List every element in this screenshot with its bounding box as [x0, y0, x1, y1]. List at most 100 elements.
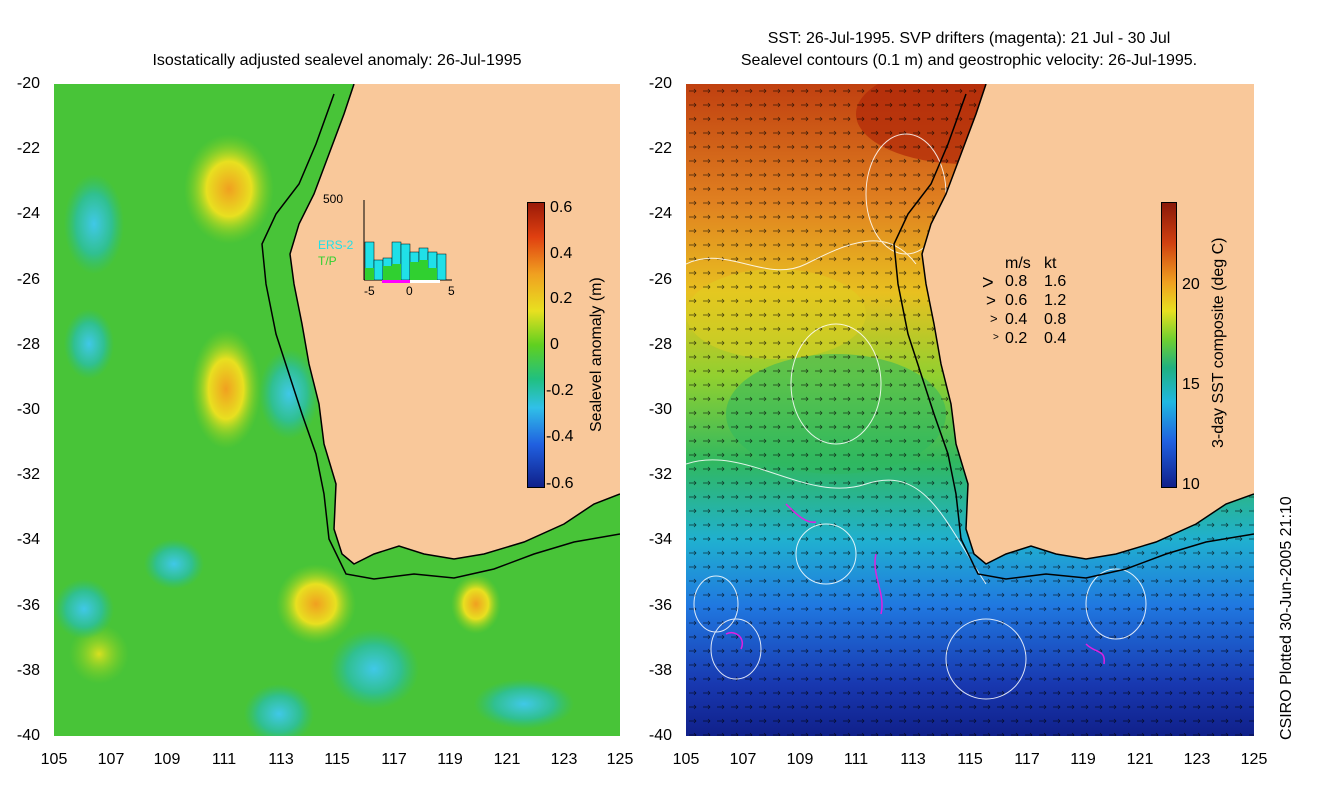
histogram-legend-tp: T/P: [318, 254, 337, 268]
sealevel-contours: [686, 133, 1147, 700]
velocity-legend-kt: 1.6: [1044, 273, 1067, 290]
right-x-tick: 105: [672, 751, 700, 768]
right-y-tick: -34: [648, 531, 672, 548]
velocity-arrow-icon: >: [993, 332, 999, 343]
sst-colorbar-label: 3-day SST composite (deg C): [1210, 237, 1227, 448]
histogram-svg: [363, 200, 452, 283]
anomaly-low: [64, 309, 114, 379]
anomaly-high: [184, 134, 274, 244]
right-y-tick: -40: [648, 727, 672, 744]
anomaly-low: [64, 174, 124, 274]
right-y-tick: -30: [648, 401, 672, 418]
anomaly-low: [244, 684, 314, 736]
right-x-tick: 121: [1126, 751, 1154, 768]
shelf-break-contour: [261, 93, 620, 580]
velocity-legend-kt: 1.2: [1044, 292, 1067, 309]
histogram-x-tick: -5: [364, 284, 375, 298]
right-x-tick: 119: [1070, 751, 1096, 768]
histogram-x-tick: 5: [448, 284, 455, 298]
right-y-tick: -32: [648, 466, 672, 483]
left-y-tick: -38: [16, 662, 40, 679]
left-y-tick: -36: [16, 597, 40, 614]
right-x-tick: 123: [1183, 751, 1211, 768]
sealevel-colorbar-tick: 0.2: [550, 290, 573, 307]
left-x-tick: 123: [550, 751, 578, 768]
velocity-legend-ms: 0.2: [1005, 330, 1028, 347]
right-y-tick: -36: [648, 597, 672, 614]
left-x-tick: 109: [153, 751, 181, 768]
right-y-tick: -24: [648, 205, 672, 222]
velocity-legend-ms: 0.8: [1005, 273, 1028, 290]
left-y-tick: -22: [16, 140, 40, 157]
left-x-tick: 111: [211, 751, 237, 768]
velocity-legend-ms: 0.4: [1005, 311, 1028, 328]
anomaly-low: [259, 349, 319, 439]
histogram-x-tick: 0: [406, 284, 413, 298]
histogram-legend-ers2: ERS-2: [318, 238, 354, 252]
velocity-arrow-icon: >: [986, 291, 996, 310]
left-x-tick: 113: [268, 751, 294, 768]
left-x-tick: 119: [437, 751, 463, 768]
velocity-legend-header-kt: kt: [1044, 255, 1057, 272]
left-y-tick: -30: [16, 401, 40, 418]
velocity-arrow-icon: >: [982, 272, 994, 294]
velocity-arrow-icon: >: [990, 311, 998, 326]
velocity-legend-ms: 0.6: [1005, 292, 1028, 309]
left-x-tick: 121: [493, 751, 521, 768]
anomaly-low: [54, 579, 114, 639]
left-x-tick: 117: [381, 751, 407, 768]
right-x-tick: 109: [786, 751, 814, 768]
right-panel-title-line1: SST: 26-Jul-1995. SVP drifters (magenta)…: [767, 30, 1171, 47]
plot-credit: CSIRO Plotted 30-Jun-2005 21:10: [1278, 496, 1295, 740]
sealevel-colorbar-tick: 0.6: [550, 199, 573, 216]
sealevel-colorbar-label: Sealevel anomaly (m): [588, 277, 605, 432]
left-panel-title: Isostatically adjusted sealevel anomaly:…: [152, 52, 522, 69]
sst-colorbar-tick: 20: [1182, 276, 1200, 293]
anomaly-high: [276, 564, 356, 644]
pass-histogram-inset: [316, 190, 466, 300]
sealevel-colorbar-tick: 0: [550, 336, 559, 353]
anomaly-low: [329, 629, 419, 709]
right-x-tick: 115: [957, 751, 983, 768]
left-x-tick: 107: [97, 751, 125, 768]
right-y-tick: -28: [648, 336, 672, 353]
anomaly-low: [144, 539, 204, 589]
left-y-tick: -34: [16, 531, 40, 548]
velocity-legend-kt: 0.8: [1044, 311, 1067, 328]
right-x-tick: 107: [729, 751, 757, 768]
anomaly-high: [451, 574, 501, 634]
svp-drifter-tracks: [725, 503, 1105, 665]
coastline: [289, 84, 620, 565]
sealevel-colorbar-tick: 0.4: [550, 245, 573, 262]
velocity-legend-header-ms: m/s: [1005, 255, 1031, 272]
right-y-tick: -22: [648, 140, 672, 157]
right-panel-title-line2: Sealevel contours (0.1 m) and geostrophi…: [740, 52, 1198, 69]
left-x-tick: 105: [40, 751, 68, 768]
sst-colorbar: [1161, 202, 1177, 488]
right-y-tick: -38: [648, 662, 672, 679]
histogram-bars: [364, 241, 447, 281]
right-y-tick: -20: [648, 75, 672, 92]
anomaly-high: [191, 329, 261, 449]
velocity-legend-kt: 0.4: [1044, 330, 1067, 347]
left-x-tick: 125: [606, 751, 634, 768]
coastline: [921, 84, 1254, 565]
sst-colorbar-tick: 15: [1182, 376, 1200, 393]
left-y-tick: -20: [16, 75, 40, 92]
left-x-tick: 115: [324, 751, 350, 768]
left-y-tick: -32: [16, 466, 40, 483]
right-x-tick: 113: [900, 751, 926, 768]
left-y-tick: -40: [16, 727, 40, 744]
right-y-tick: -26: [648, 271, 672, 288]
histogram-ymax: 500: [323, 192, 344, 206]
sealevel-colorbar: [527, 202, 545, 488]
sst-colorbar-tick: 10: [1182, 476, 1200, 493]
sealevel-colorbar-tick: -0.6: [546, 475, 574, 492]
right-x-tick: 125: [1240, 751, 1268, 768]
anomaly-low: [474, 679, 574, 729]
sealevel-colorbar-tick: -0.2: [546, 382, 574, 399]
right-x-tick: 111: [843, 751, 869, 768]
left-y-tick: -28: [16, 336, 40, 353]
left-y-tick: -24: [16, 205, 40, 222]
drifter-window-marker: [382, 280, 410, 283]
